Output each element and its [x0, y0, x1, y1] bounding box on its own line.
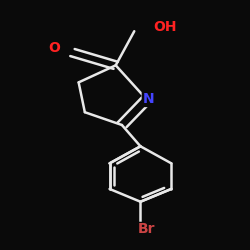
Text: N: N	[142, 92, 154, 106]
Text: O: O	[48, 41, 60, 55]
Text: OH: OH	[153, 20, 176, 34]
Text: Br: Br	[138, 222, 156, 236]
